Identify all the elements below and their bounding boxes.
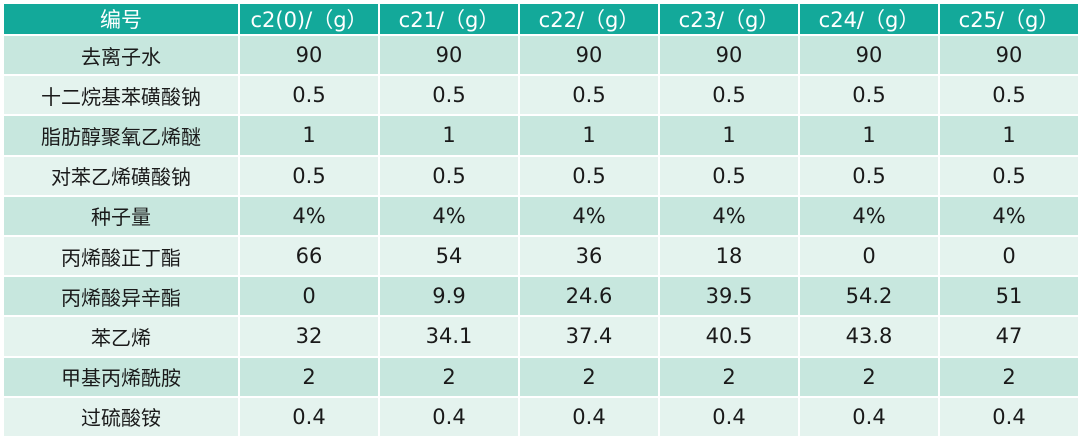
row-label-cell: 过硫酸铵 (2, 395, 240, 439)
header-cell-c24: c24/（g） (798, 2, 940, 36)
table-row: 丙烯酸异辛酯 0 9.9 24.6 39.5 54.2 51 (2, 275, 1080, 318)
value-cell: 0.5 (658, 74, 800, 117)
header-row: 编号 c2(0)/（g） c21/（g） c22/（g） c23/（g） c24… (2, 2, 1080, 36)
value-cell: 0.5 (798, 74, 940, 117)
value-cell: 1 (518, 114, 660, 157)
table-body: 去离子水 90 90 90 90 90 90 十二烷基苯磺酸钠 0.5 0.5 0.5 0.5 0.5 0… (2, 33, 1080, 439)
value-cell: 24.6 (518, 275, 660, 318)
table-row: 脂肪醇聚氧乙烯醚 1 1 1 1 1 1 (2, 114, 1080, 157)
value-cell: 32 (238, 315, 380, 358)
value-cell: 54.2 (798, 275, 940, 318)
value-cell: 2 (798, 355, 940, 398)
header-cell-c23: c23/（g） (658, 2, 800, 36)
value-cell: 1 (238, 114, 380, 157)
row-label-cell: 甲基丙烯酰胺 (2, 355, 240, 398)
value-cell: 0.5 (378, 154, 520, 197)
table-row: 种子量 4% 4% 4% 4% 4% 4% (2, 194, 1080, 237)
row-label-cell: 种子量 (2, 194, 240, 237)
row-label-cell: 苯乙烯 (2, 315, 240, 358)
value-cell: 2 (658, 355, 800, 398)
value-cell: 90 (798, 33, 940, 77)
header-cell-c25: c25/（g） (938, 2, 1080, 36)
value-cell: 1 (378, 114, 520, 157)
header-cell-c2-0: c2(0)/（g） (238, 2, 380, 36)
value-cell: 90 (938, 33, 1080, 77)
header-cell-c22: c22/（g） (518, 2, 660, 36)
value-cell: 0.5 (938, 74, 1080, 117)
value-cell: 0.4 (378, 395, 520, 439)
value-cell: 66 (238, 234, 380, 278)
header-cell-c21: c21/（g） (378, 2, 520, 36)
value-cell: 0.4 (238, 395, 380, 439)
value-cell: 0.4 (518, 395, 660, 439)
table-row: 苯乙烯 32 34.1 37.4 40.5 43.8 47 (2, 315, 1080, 358)
value-cell: 0.4 (798, 395, 940, 439)
value-cell: 1 (658, 114, 800, 157)
value-cell: 2 (938, 355, 1080, 398)
value-cell: 18 (658, 234, 800, 278)
value-cell: 47 (938, 315, 1080, 358)
row-label-cell: 丙烯酸正丁酯 (2, 234, 240, 278)
value-cell: 0.5 (238, 154, 380, 197)
value-cell: 43.8 (798, 315, 940, 358)
row-label-cell: 丙烯酸异辛酯 (2, 275, 240, 318)
value-cell: 2 (378, 355, 520, 398)
value-cell: 0.4 (938, 395, 1080, 439)
value-cell: 4% (238, 194, 380, 237)
value-cell: 0.5 (938, 154, 1080, 197)
value-cell: 4% (798, 194, 940, 237)
table-row: 十二烷基苯磺酸钠 0.5 0.5 0.5 0.5 0.5 0.5 (2, 74, 1080, 117)
value-cell: 4% (658, 194, 800, 237)
value-cell: 2 (238, 355, 380, 398)
value-cell: 37.4 (518, 315, 660, 358)
value-cell: 51 (938, 275, 1080, 318)
row-label-cell: 对苯乙烯磺酸钠 (2, 154, 240, 197)
value-cell: 0.5 (238, 74, 380, 117)
value-cell: 90 (658, 33, 800, 77)
table-row: 甲基丙烯酰胺 2 2 2 2 2 2 (2, 355, 1080, 398)
value-cell: 40.5 (658, 315, 800, 358)
value-cell: 0.5 (518, 154, 660, 197)
header-cell-id: 编号 (2, 2, 240, 36)
value-cell: 0.5 (518, 74, 660, 117)
value-cell: 0 (938, 234, 1080, 278)
value-cell: 36 (518, 234, 660, 278)
value-cell: 4% (378, 194, 520, 237)
value-cell: 4% (938, 194, 1080, 237)
value-cell: 90 (378, 33, 520, 77)
table-row: 丙烯酸正丁酯 66 54 36 18 0 0 (2, 234, 1080, 278)
value-cell: 90 (518, 33, 660, 77)
row-label-cell: 十二烷基苯磺酸钠 (2, 74, 240, 117)
value-cell: 0 (798, 234, 940, 278)
value-cell: 2 (518, 355, 660, 398)
row-label-cell: 脂肪醇聚氧乙烯醚 (2, 114, 240, 157)
value-cell: 39.5 (658, 275, 800, 318)
value-cell: 0 (238, 275, 380, 318)
value-cell: 0.5 (798, 154, 940, 197)
value-cell: 9.9 (378, 275, 520, 318)
table-row: 对苯乙烯磺酸钠 0.5 0.5 0.5 0.5 0.5 0.5 (2, 154, 1080, 197)
table-row: 过硫酸铵 0.4 0.4 0.4 0.4 0.4 0.4 (2, 395, 1080, 439)
value-cell: 0.4 (658, 395, 800, 439)
table-row: 去离子水 90 90 90 90 90 90 (2, 33, 1080, 77)
value-cell: 54 (378, 234, 520, 278)
value-cell: 4% (518, 194, 660, 237)
value-cell: 34.1 (378, 315, 520, 358)
value-cell: 1 (798, 114, 940, 157)
row-label-cell: 去离子水 (2, 33, 240, 77)
value-cell: 0.5 (658, 154, 800, 197)
value-cell: 1 (938, 114, 1080, 157)
value-cell: 90 (238, 33, 380, 77)
value-cell: 0.5 (378, 74, 520, 117)
